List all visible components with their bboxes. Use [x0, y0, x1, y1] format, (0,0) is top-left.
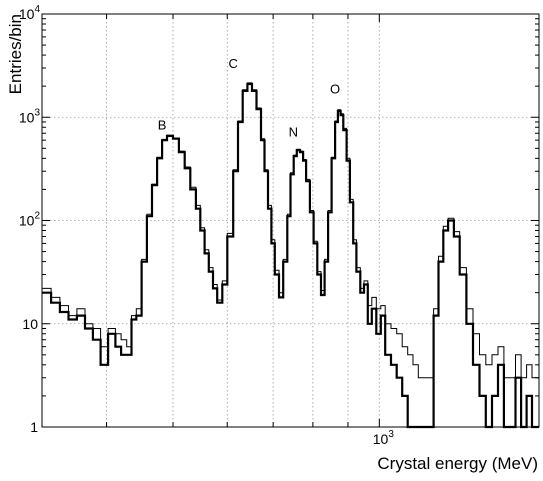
peak-label: O: [330, 81, 340, 96]
peak-label: B: [158, 118, 167, 133]
y-tick-label: 104: [19, 4, 41, 22]
y-tick-label: 102: [19, 211, 41, 229]
series-group: [42, 82, 539, 429]
y-axis-title: Entries/bin: [6, 14, 25, 94]
ticks: [42, 13, 539, 428]
series-line-thin: [42, 82, 539, 379]
peak-label: C: [228, 56, 237, 71]
labels: 1 10 102 103 104 103 B C N O: [19, 4, 394, 447]
x-axis-title: Crystal energy (MeV): [377, 454, 538, 473]
y-tick-label: 103: [19, 107, 41, 125]
y-tick-label: 10: [22, 316, 38, 332]
y-tick-label: 1: [30, 419, 38, 435]
x-tick-label: 103: [373, 429, 395, 447]
peak-label: N: [289, 125, 298, 140]
grid-lines: [42, 14, 539, 427]
